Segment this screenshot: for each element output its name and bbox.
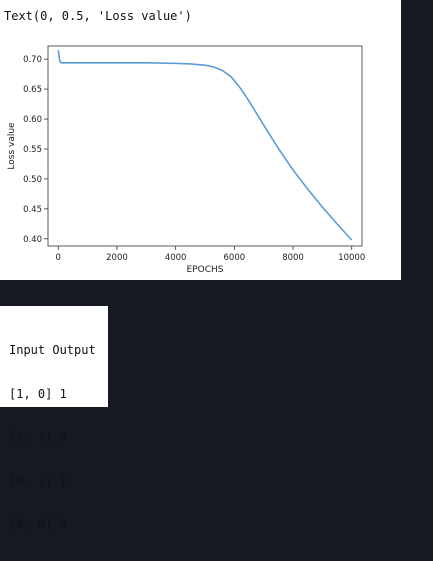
table-row: [0, 1] 1 [9,473,67,488]
y-tick-label: 0.50 [23,175,42,185]
table-row: [1, 1] 0 [9,430,67,444]
x-tick-label: 10000 [338,253,365,263]
x-tick-label: 6000 [224,253,246,263]
y-tick-label: 0.70 [23,55,42,65]
x-axis-label: EPOCHS [187,265,224,275]
loss-series-line [57,50,353,241]
x-tick-label: 8000 [282,253,304,263]
table-header: Input Output [9,343,96,357]
y-tick-label: 0.60 [23,115,42,125]
text-repr-output: Text(0, 0.5, 'Loss value') [4,9,192,23]
table-row: [1, 0] 1 [9,386,67,401]
truth-table: Input Output [1, 0] 1 [1, 1] 0 [0, 1] 1 … [9,314,96,561]
table-row: [0, 0] 0 [9,517,67,531]
x-tick-label: 4000 [165,253,187,263]
plot-output-cell: Text(0, 0.5, 'Loss value') 0 2000 4000 6000… [0,0,401,280]
y-axis-label: Loss value [7,122,17,170]
y-tick-label: 0.55 [23,145,42,155]
x-tick-label: 0 [56,253,61,263]
y-tick-label: 0.65 [23,85,42,95]
x-tick-label: 2000 [106,253,128,263]
table-output-cell: Input Output [1, 0] 1 [1, 1] 0 [0, 1] 1 … [0,306,108,531]
loss-chart: 0 2000 4000 6000 8000 10000 0.400.450.500.550… [7,45,365,275]
y-tick-label: 0.40 [23,235,42,245]
plot-frame [47,45,363,247]
y-tick-label: 0.45 [23,205,42,215]
x-axis-ticks: 0 2000 4000 6000 8000 10000 [56,246,365,263]
y-axis-ticks: 0.40 0.45 0.50 0.55 0.60 0.65 0.70 [23,55,48,245]
